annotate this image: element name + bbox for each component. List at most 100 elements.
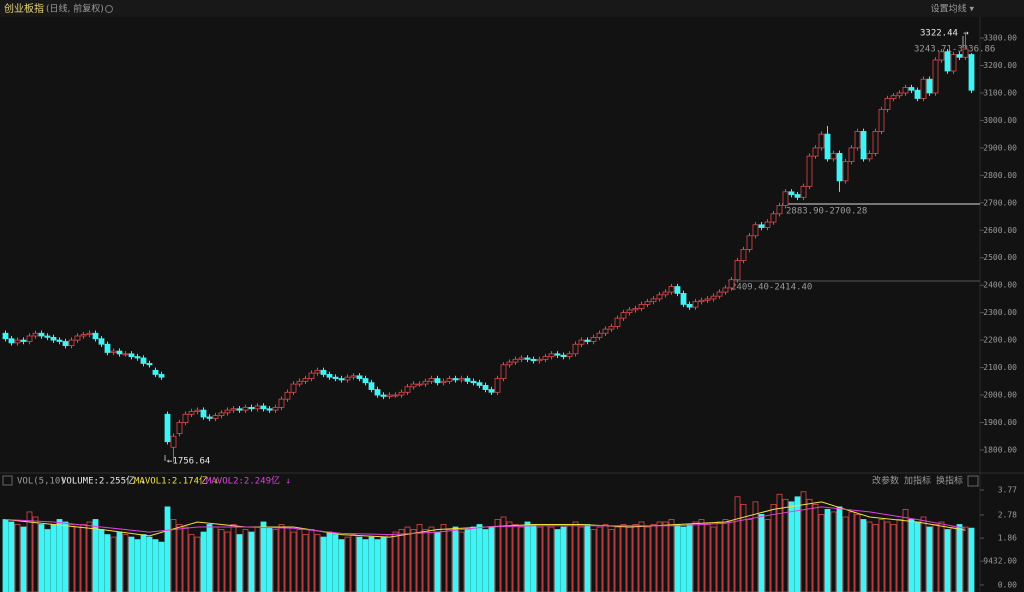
- candle-body: [152, 369, 159, 375]
- volume-bar: [836, 506, 843, 592]
- candle-body: [206, 416, 213, 419]
- candle-body: [86, 332, 93, 336]
- button[interactable]: 换指标: [936, 475, 963, 487]
- volume-bar: [674, 524, 681, 592]
- candle-body: [956, 54, 963, 58]
- button[interactable]: 加指标: [904, 475, 931, 487]
- volume-bar: [104, 534, 111, 592]
- volume-bar: [188, 534, 195, 592]
- volume-bar: [284, 526, 291, 592]
- candle-body: [398, 391, 405, 396]
- volume-bar: [914, 521, 921, 592]
- candle-body: [812, 147, 819, 157]
- subtitle: (日线, 前复权): [46, 3, 104, 15]
- volume-bar: [692, 521, 699, 592]
- settings-icon[interactable]: [105, 5, 113, 13]
- volume-bar: [728, 521, 735, 592]
- candle-body: [254, 405, 261, 410]
- candle-body: [182, 413, 189, 423]
- candle-body: [722, 287, 729, 293]
- indicator-value: MAVOL1:2.174亿 ↓: [134, 475, 219, 487]
- volume-bar: [770, 503, 777, 592]
- candle-body: [962, 48, 969, 58]
- candle-body: [218, 412, 225, 417]
- candle-body: [764, 221, 771, 228]
- volume-bar: [278, 524, 285, 592]
- candle-body: [560, 354, 567, 357]
- candle-body: [92, 332, 99, 340]
- candle-body: [692, 301, 699, 308]
- volume-bar: [254, 526, 261, 592]
- candle-body: [686, 304, 693, 308]
- ma-settings[interactable]: 设置均线 ▾: [931, 3, 975, 15]
- candle-body: [230, 408, 237, 411]
- volume-bar: [422, 529, 429, 592]
- annotation: 3243.71-3336.86: [914, 45, 995, 55]
- volume-bar: [242, 529, 249, 592]
- candle-body: [896, 92, 903, 97]
- volume-bar: [626, 526, 633, 592]
- volume-bar: [332, 534, 339, 592]
- y-tick-label: 2.78: [998, 510, 1017, 519]
- chart-title: 创业板指: [4, 2, 44, 15]
- candle-body: [62, 341, 69, 347]
- candle-body: [914, 89, 921, 99]
- volume-bar: [962, 526, 969, 592]
- candle-body: [422, 380, 429, 385]
- annotation: ←1756.64: [167, 457, 210, 467]
- volume-bar: [482, 529, 489, 592]
- candle-body: [752, 224, 759, 237]
- volume-bar: [44, 529, 51, 592]
- candle-body: [530, 358, 537, 362]
- volume-bar: [416, 524, 423, 592]
- volume-bar: [734, 496, 741, 592]
- volume-bar: [620, 524, 627, 592]
- volume-bar: [212, 526, 219, 592]
- candle-body: [380, 394, 387, 397]
- help-icon[interactable]: [2, 475, 13, 486]
- volume-bar: [350, 534, 357, 592]
- candle-body: [632, 308, 639, 311]
- candle-body: [128, 353, 135, 357]
- candle-body: [650, 298, 657, 303]
- candle-body: [770, 213, 777, 223]
- volume-bar: [470, 526, 477, 592]
- y-tick-label: 3.77: [998, 486, 1017, 495]
- close-icon[interactable]: [967, 475, 979, 487]
- y-tick-label: 1900.00: [983, 418, 1017, 427]
- volume-bar: [740, 503, 747, 592]
- volume-bar: [524, 521, 531, 592]
- candle-body: [788, 191, 795, 195]
- candle-body: [14, 339, 21, 344]
- volume-bar: [584, 524, 591, 592]
- volume-bar: [56, 519, 63, 592]
- volume-bar: [554, 529, 561, 592]
- volume-bar: [338, 539, 345, 592]
- volume-bar: [776, 493, 783, 592]
- volume-bar: [890, 524, 897, 592]
- candle-body: [578, 339, 585, 345]
- volume-bar: [536, 526, 543, 592]
- candle-body: [446, 378, 453, 382]
- volume-bar: [134, 539, 141, 592]
- volume-bar: [938, 521, 945, 592]
- volume-bar: [206, 524, 213, 592]
- volume-bar: [800, 491, 807, 592]
- volume-bar: [266, 526, 273, 592]
- candle-body: [458, 378, 465, 381]
- volume-bar: [902, 509, 909, 592]
- candle-body: [470, 380, 477, 384]
- candle-body: [146, 363, 153, 366]
- volume-bar: [236, 534, 243, 592]
- volume-bar: [116, 531, 123, 592]
- candle-body: [404, 386, 411, 393]
- y-tick-label: 9432.00: [983, 557, 1017, 566]
- candle-body: [260, 405, 267, 410]
- candle-body: [440, 380, 447, 384]
- volume-bar: [506, 521, 513, 592]
- button[interactable]: 改参数: [872, 475, 899, 487]
- candle-body: [194, 409, 201, 412]
- volume-bar: [782, 498, 789, 592]
- candle-body: [188, 411, 195, 415]
